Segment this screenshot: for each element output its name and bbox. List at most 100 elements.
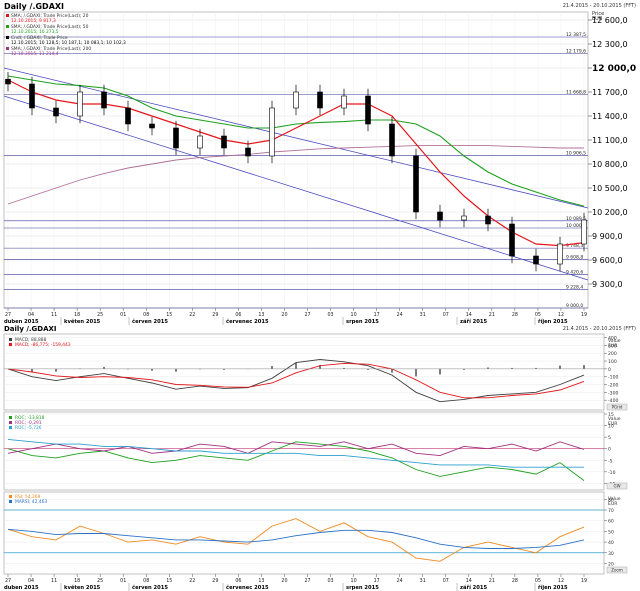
- level-label: 9 420,6: [566, 269, 583, 275]
- date-tick-label: 05: [535, 312, 541, 318]
- date-tick-label: 01: [120, 312, 126, 318]
- candle-body: [461, 215, 467, 221]
- date-tick-label: 31: [420, 312, 426, 318]
- price-tick-label: 11 700,0: [592, 88, 628, 97]
- level-label: 10 906,5: [566, 150, 586, 156]
- candle-body: [101, 91, 107, 109]
- date-tick-label: 24: [397, 312, 403, 318]
- legend-sma200-name: SMA; /.GDAXI; Trade Price(Last); 200: [11, 46, 91, 52]
- month-label: srpen 2015: [346, 319, 379, 325]
- rsi-panel: 80 70 60 50 40 30 20: [4, 497, 614, 567]
- month-label: říjen 2015: [538, 318, 568, 325]
- sma200-line: [7, 145, 584, 205]
- bottom-date-axis: 27 04 11 18 25 01 08 15 22 29 06 13 20 27 03 10 17 24 31 07…: [4, 574, 587, 591]
- level-label: 10 089,5: [566, 216, 586, 222]
- zoom-tag[interactable]: Zoom: [606, 566, 628, 574]
- panel-tick-label: 300: [608, 343, 617, 349]
- roc-plot-area: [3, 411, 605, 491]
- roc-currency-label: EUR: [608, 421, 618, 427]
- date-tick-label: 25: [97, 312, 103, 318]
- date-tick-label: 03: [328, 578, 334, 584]
- channel-line: [3, 67, 589, 209]
- level-label: 9 000,0: [566, 303, 583, 309]
- date-tick-label: 31: [420, 578, 426, 584]
- date-tick-label: 13: [258, 578, 264, 584]
- panel-tick-label: -5: [608, 458, 613, 464]
- candle-body: [437, 211, 443, 221]
- date-tick-label: 14: [466, 578, 472, 584]
- panel-tick-label: -10: [608, 470, 616, 476]
- panel-tick-label: 10: [608, 424, 614, 430]
- panel-tick-label: -100: [608, 375, 619, 381]
- date-tick-label: 27: [304, 312, 310, 318]
- series-line: [7, 441, 585, 457]
- date-tick-label: 13: [258, 312, 264, 318]
- panel-tick-label: 400: [608, 336, 617, 342]
- price-tick-label: 10 200,0: [592, 208, 628, 217]
- macd-currency-label: EUR: [608, 343, 618, 349]
- date-tick-label: 10: [351, 578, 357, 584]
- candle-body: [77, 91, 83, 117]
- month-label: květen 2015: [64, 318, 101, 325]
- candle-body: [293, 91, 299, 109]
- date-tick-label: 06: [235, 578, 241, 584]
- price-tick-label: 11 400,0: [592, 112, 628, 121]
- price-axis: 12 600,0 12 300,0 12 000,0 11 700,0 11 400,0…: [588, 16, 636, 289]
- panel-tick-label: -200: [608, 383, 619, 389]
- pgrid-tag-label: PGrid: [612, 405, 623, 410]
- candle-body: [149, 123, 155, 129]
- rsi-series2-legend: MARSI; 42,463: [15, 499, 47, 505]
- date-tick-label: 14: [466, 312, 472, 318]
- date-tick-label: 28: [512, 578, 518, 584]
- candle-body: [485, 215, 491, 225]
- candle-body: [581, 219, 587, 245]
- panel-tick-label: 70: [608, 508, 614, 514]
- pgrid-tag[interactable]: PGrid: [606, 403, 628, 411]
- main-date-axis: 27 04 11 18 25 01 08 15 22 29 06 13 20 27 03 10 17 24 31 07…: [4, 308, 587, 325]
- candlesticks: [5, 72, 587, 272]
- panel-tick-label: 80: [608, 497, 614, 503]
- date-tick-label: 15: [166, 312, 172, 318]
- candle-body: [533, 255, 539, 265]
- date-tick-label: 05: [535, 578, 541, 584]
- macd-series1-legend: MACD; 88,888: [15, 337, 47, 343]
- trend-channel: [3, 67, 589, 281]
- date-tick-label: 08: [143, 312, 149, 318]
- macd-plot-area: [3, 333, 605, 411]
- date-tick-label: 27: [5, 312, 11, 318]
- date-tick-label: 11: [51, 578, 57, 584]
- date-tick-label: 07: [443, 312, 449, 318]
- date-tick-label: 28: [512, 312, 518, 318]
- candle-body: [365, 95, 371, 125]
- date-tick-label: 19: [581, 578, 587, 584]
- month-label: červen 2015: [132, 318, 168, 325]
- candle-body: [389, 123, 395, 157]
- price-tick-label: 12 300,0: [592, 40, 628, 49]
- series-line: [7, 528, 585, 549]
- panel-tick-label: 50: [608, 529, 614, 535]
- legend-sma50-value: 12.10.2015; 10 273,5: [11, 29, 59, 35]
- panel-tick-label: 30: [608, 551, 614, 557]
- panel-tick-label: 60: [608, 519, 614, 525]
- date-tick-label: 25: [97, 578, 103, 584]
- legend-sma50-name: SMA; /.GDAXI; Trade Price(Last); 50: [11, 24, 89, 30]
- date-tick-label: 11: [51, 312, 57, 318]
- panel-tick-label: 15: [608, 412, 614, 418]
- series-line: [7, 359, 585, 403]
- panel-tick-label: 0: [608, 447, 611, 453]
- date-tick-label: 12: [558, 312, 564, 318]
- panel-tick-label: 20: [608, 561, 614, 567]
- series-line: [7, 438, 584, 468]
- gw-tag[interactable]: GW: [606, 482, 628, 490]
- main-plot-area: [3, 11, 589, 309]
- candle-body: [269, 107, 275, 157]
- candle-body: [413, 155, 419, 213]
- month-label: duben 2015: [4, 319, 39, 325]
- channel-line: [3, 95, 589, 281]
- price-tick-label: 10 500,0: [592, 184, 628, 193]
- level-label: 12 179,6: [566, 49, 586, 55]
- level-label: 12 387,5: [566, 32, 586, 38]
- date-tick-label: 22: [189, 578, 195, 584]
- rsi-currency-label: EUR: [608, 501, 618, 507]
- date-tick-label: 29: [212, 578, 218, 584]
